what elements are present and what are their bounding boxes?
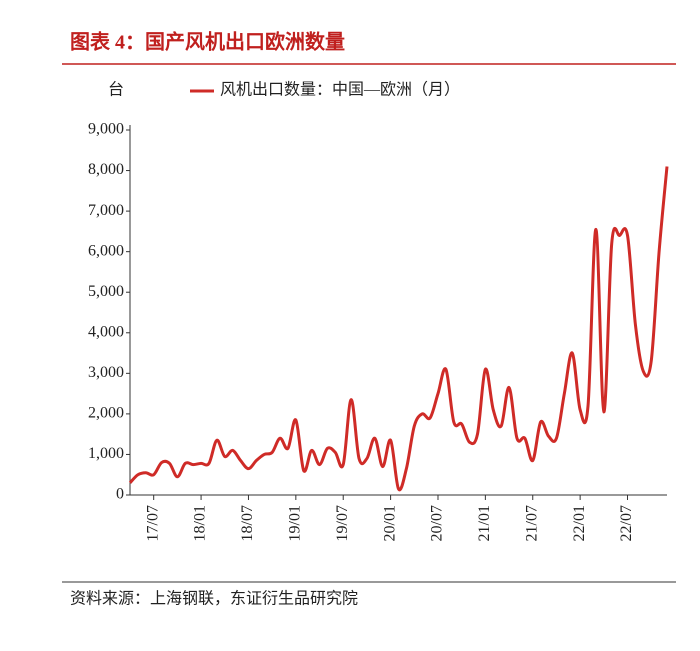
x-tick-label: 20/07 [429, 505, 446, 541]
x-tick-label: 18/01 [192, 505, 209, 541]
chart-title: 图表 4：国产风机出口欧洲数量 [70, 30, 345, 54]
x-tick-label: 17/07 [144, 505, 161, 541]
x-tick-label: 19/07 [334, 505, 351, 541]
x-tick-label: 21/01 [476, 505, 493, 541]
y-tick-label: 6,000 [88, 242, 124, 259]
y-tick-label: 8,000 [88, 161, 124, 178]
x-tick-label: 22/07 [618, 505, 635, 541]
y-tick-label: 3,000 [88, 364, 124, 381]
series-line [128, 166, 669, 492]
y-tick-label: 1,000 [88, 445, 124, 462]
y-tick-label: 4,000 [88, 323, 124, 340]
unit-label: 台 [108, 81, 124, 99]
x-tick-label: 19/01 [287, 505, 304, 541]
x-tick-label: 18/07 [239, 505, 256, 541]
y-tick-label: 7,000 [88, 202, 124, 219]
x-tick-label: 21/07 [523, 505, 540, 541]
x-tick-label: 22/01 [571, 505, 588, 541]
y-tick-label: 9,000 [88, 121, 124, 138]
x-tick-label: 20/01 [381, 505, 398, 541]
y-tick-label: 0 [116, 486, 124, 503]
legend-label: 风机出口数量：中国—欧洲（月） [220, 81, 460, 99]
y-tick-label: 2,000 [88, 405, 124, 422]
source: 资料来源：上海钢联，东证衍生品研究院 [70, 590, 358, 608]
y-tick-label: 5,000 [88, 283, 124, 300]
